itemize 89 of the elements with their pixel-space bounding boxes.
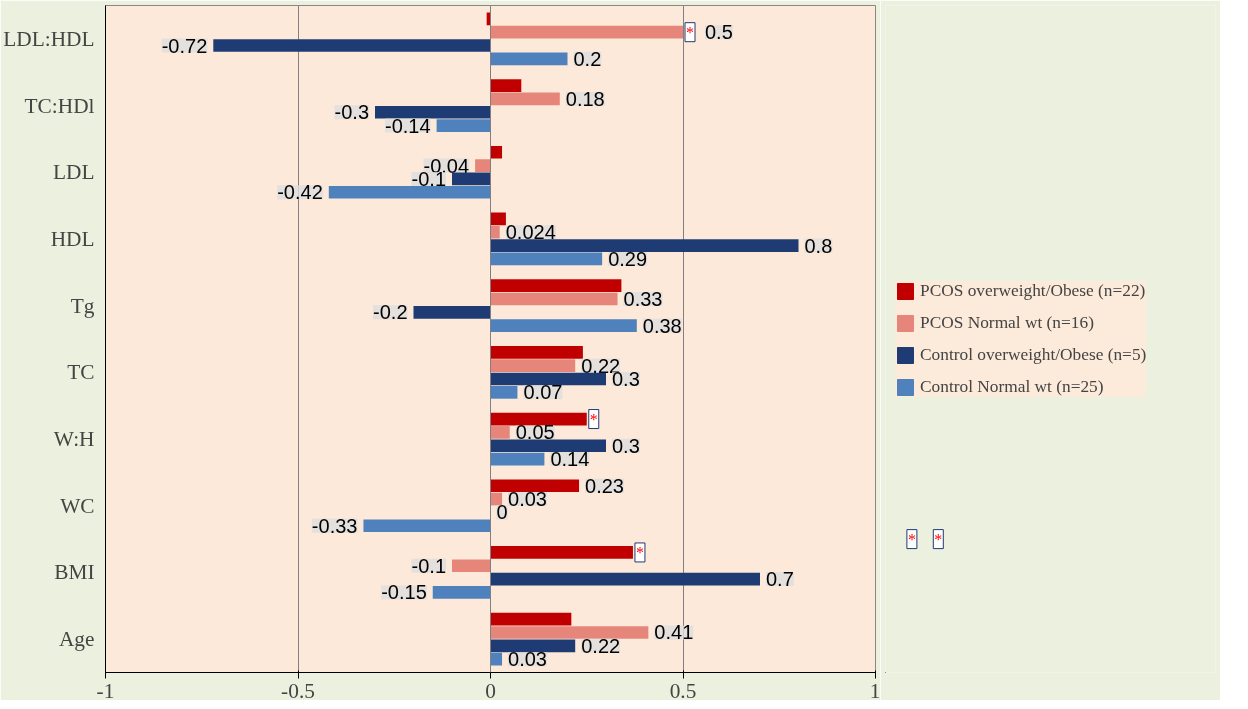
data-label: -0.3 [334,101,370,124]
data-label: 0.8 [804,234,833,257]
y-tick-label: WC [60,493,95,518]
bar [213,39,491,52]
data-label: 0.14 [550,448,590,471]
text: * [934,530,943,548]
bar [490,639,576,653]
data-label: 0.33 [623,287,663,310]
bar [490,652,503,666]
bar [328,185,491,199]
legend-label: PCOS Normal wt (n=16) [920,312,1094,333]
bar [490,412,587,426]
y-tick-label: Tg [70,293,95,318]
bar [490,346,583,359]
bar [490,572,760,586]
data-label: -0.14 [385,114,431,137]
y-tick-label: Age [58,627,95,652]
data-label: 0.29 [608,247,648,270]
y-tick-label: LDL [53,160,95,185]
bar [363,519,491,533]
y-tick-label: TC:HDl [24,93,95,118]
bar [375,105,491,119]
data-label: -0.15 [381,581,427,604]
y-tick-label: BMI [54,560,95,585]
x-tick-label: 0.5 [669,678,697,703]
y-tick-label: W:H [53,427,95,452]
data-label: 0.07 [523,381,563,404]
bar [490,492,503,506]
y-tick-label: TC [67,360,95,385]
bar [490,92,560,106]
annotation: * [686,23,694,41]
bar [490,612,572,626]
bar [490,25,683,39]
bar [490,479,580,493]
x-tick-label: -1 [96,678,115,703]
data-label: -0.1 [411,554,447,577]
bar [475,159,491,172]
bar [490,79,522,92]
bar [432,586,491,599]
data-label: 0.22 [581,634,621,657]
annotation: * [589,410,598,428]
data-label: 0.05 [515,421,555,444]
data-label: 0.7 [766,568,794,591]
data-label: -0.33 [311,514,358,537]
x-tick-label: 0 [485,678,496,703]
data-label: 0.18 [565,87,605,110]
bar [490,372,606,386]
data-label: -0.2 [373,301,408,324]
bar [490,426,510,439]
data-label: -0.42 [277,181,323,204]
data-label: 0.41 [654,621,694,644]
bar [452,172,491,186]
bar [490,212,506,226]
data-label: 0.024 [505,221,556,244]
bar [490,239,799,252]
bar [490,292,618,306]
data-label: 0.2 [573,47,602,70]
bar [490,225,500,239]
bar [490,452,545,466]
data-label: 0.3 [612,434,640,457]
bar [490,439,606,453]
y-tick-label: LDL:HDL [3,26,95,51]
bar [452,559,491,573]
data-label: 0.03 [508,648,547,671]
bar [490,279,622,292]
bar [490,359,576,373]
x-tick-label: -0.5 [281,678,315,703]
data-label: 0 [496,501,508,524]
data-label: -0.72 [161,34,208,57]
data-label: 0.38 [642,314,682,337]
bar [490,319,637,332]
bar [436,119,491,132]
data-label: 0.03 [508,488,547,511]
y-tick-label: HDL [50,226,95,251]
annotation: * [635,543,644,561]
legend-label: Control Normal wt (n=25) [920,376,1104,397]
text: * [907,530,916,548]
bar [490,386,518,399]
data-label: 0.23 [585,474,624,497]
bar [490,252,603,266]
bar [490,626,649,639]
bar [490,546,633,559]
legend-label: PCOS overweight/Obese (n=22) [920,280,1146,301]
data-label: 0.5 [705,21,733,44]
bar [413,305,491,319]
legend-label: Control overweight/Obese (n=5) [920,344,1147,365]
bar [490,52,568,66]
x-tick-label: 1 [869,678,881,703]
bar [490,145,503,159]
